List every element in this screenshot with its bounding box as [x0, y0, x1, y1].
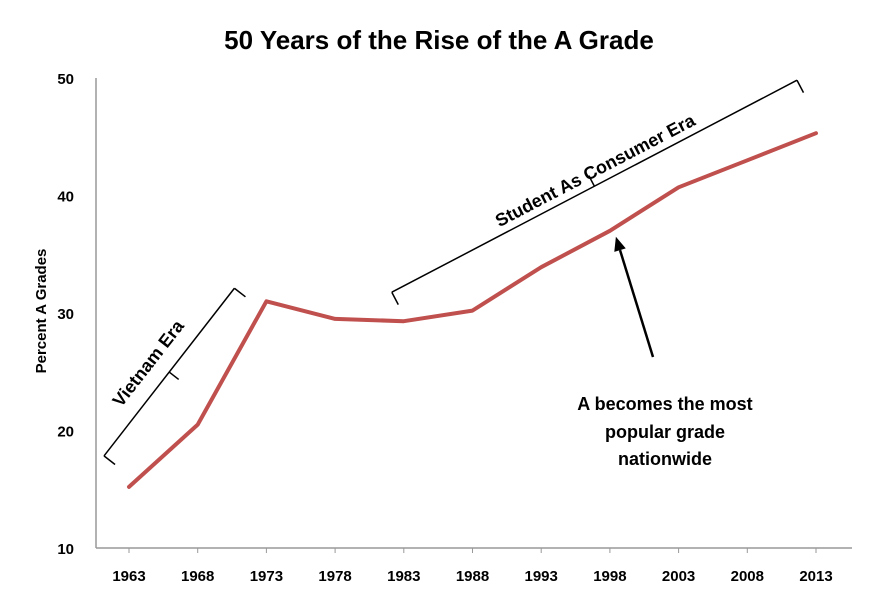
y-tick-label: 10: [57, 541, 74, 558]
chart-title: 50 Years of the Rise of the A Grade: [224, 25, 654, 55]
vietnam-bracket-mid-tick: [168, 371, 180, 381]
consumer-bracket-end-tick: [796, 79, 805, 93]
vietnam-bracket-end-tick: [233, 287, 246, 298]
consumer-bracket-end-tick: [391, 291, 399, 305]
callout-line-1: A becomes the most: [577, 394, 752, 414]
x-tick-label: 1993: [525, 568, 558, 585]
callout-arrowhead: [614, 236, 626, 252]
callout-line-2: popular grade: [605, 422, 725, 442]
series-line: [127, 131, 818, 489]
x-tick-label: 1963: [112, 568, 145, 585]
x-tick-label: 2013: [799, 568, 832, 585]
vietnam-bracket: [103, 287, 246, 466]
consumer-bracket: [391, 79, 805, 305]
y-tick-label: 30: [57, 306, 74, 323]
x-tick-label: 1983: [387, 568, 420, 585]
callout-line-3: nationwide: [618, 449, 712, 469]
y-tick-label: 40: [57, 189, 74, 206]
x-tick-label: 1968: [181, 568, 214, 585]
y-tick-label: 50: [57, 71, 74, 88]
x-tick-label: 1998: [593, 568, 626, 585]
x-tick-label: 2003: [662, 568, 695, 585]
x-tick-label: 2008: [731, 568, 764, 585]
x-tick-label: 1973: [250, 568, 283, 585]
vietnam-bracket-end-tick: [103, 455, 116, 466]
callout-arrow: [618, 249, 655, 358]
y-tick-label: 20: [57, 424, 74, 441]
consumer-era-label: Student As Consumer Era: [492, 110, 699, 231]
y-axis-label: Percent A Grades: [33, 249, 50, 374]
x-tick-label: 1988: [456, 568, 489, 585]
consumer-bracket-mid-tick: [588, 175, 596, 187]
x-tick-label: 1978: [318, 568, 351, 585]
